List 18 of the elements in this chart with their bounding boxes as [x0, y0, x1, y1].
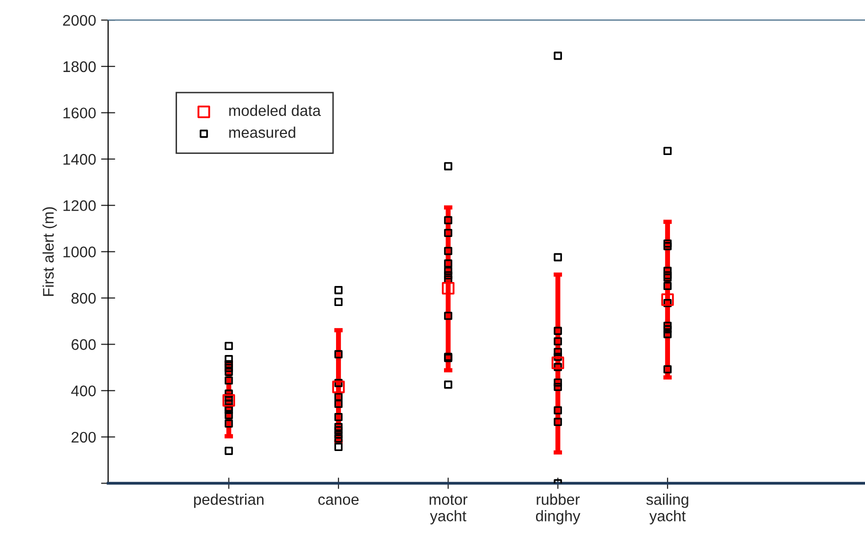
y-tick-label: 1400: [64, 154, 96, 165]
legend-label: modeled data: [229, 104, 321, 116]
y-tick-label: 1200: [64, 200, 96, 212]
y-tick-label: 800: [71, 292, 96, 304]
x-tick-label: motor yacht: [430, 494, 468, 524]
y-tick-label: 2000: [63, 14, 96, 26]
y-tick-label: 1800: [64, 61, 96, 72]
y-axis-title: First alert (m): [42, 207, 57, 296]
legend-label: measured: [229, 126, 296, 138]
x-tick-label: canoe: [318, 496, 359, 505]
y-tick-label: 200: [72, 432, 96, 443]
x-tick-label: rubber dinghy: [536, 494, 580, 524]
x-tick-label: pedestrian: [194, 494, 264, 508]
x-tick-label: sailing yacht: [646, 494, 688, 524]
y-tick-label: 1600: [64, 108, 96, 118]
y-tick-label: 400: [71, 386, 96, 396]
y-tick-label: 1000: [64, 246, 96, 258]
y-tick-label: 600: [72, 339, 96, 350]
